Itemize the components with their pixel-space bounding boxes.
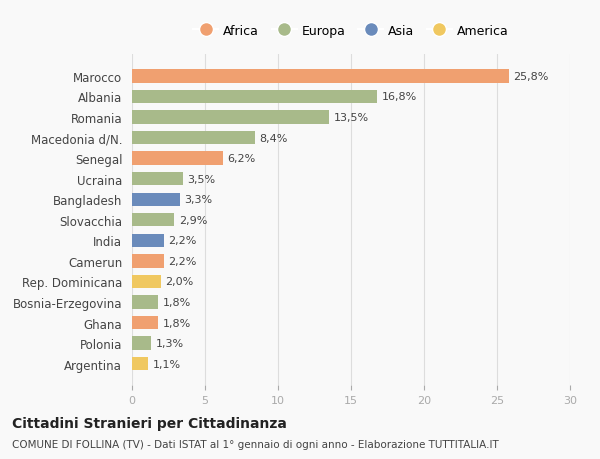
Bar [132, 90, 377, 104]
Text: 2,2%: 2,2% [169, 236, 197, 246]
Text: 2,0%: 2,0% [166, 277, 194, 287]
Text: 6,2%: 6,2% [227, 154, 255, 164]
Text: 2,9%: 2,9% [179, 215, 207, 225]
Bar [132, 193, 180, 207]
Bar [132, 70, 509, 84]
Text: 1,1%: 1,1% [152, 359, 181, 369]
Text: 16,8%: 16,8% [382, 92, 417, 102]
Text: 13,5%: 13,5% [334, 113, 368, 123]
Bar [132, 213, 175, 227]
Bar [132, 337, 151, 350]
Text: Cittadini Stranieri per Cittadinanza: Cittadini Stranieri per Cittadinanza [12, 416, 287, 430]
Text: 1,8%: 1,8% [163, 297, 191, 308]
Legend: Africa, Europa, Asia, America: Africa, Europa, Asia, America [187, 18, 515, 44]
Text: 3,3%: 3,3% [185, 195, 212, 205]
Bar [132, 111, 329, 124]
Bar [132, 296, 158, 309]
Bar [132, 234, 164, 247]
Bar [132, 255, 164, 268]
Bar [132, 132, 254, 145]
Text: 1,8%: 1,8% [163, 318, 191, 328]
Text: 25,8%: 25,8% [513, 72, 548, 82]
Bar [132, 173, 183, 186]
Text: 2,2%: 2,2% [169, 256, 197, 266]
Text: COMUNE DI FOLLINA (TV) - Dati ISTAT al 1° gennaio di ogni anno - Elaborazione TU: COMUNE DI FOLLINA (TV) - Dati ISTAT al 1… [12, 440, 499, 449]
Bar [132, 316, 158, 330]
Bar [132, 152, 223, 165]
Text: 3,5%: 3,5% [187, 174, 215, 185]
Bar [132, 275, 161, 289]
Bar [132, 357, 148, 370]
Text: 1,3%: 1,3% [155, 338, 184, 348]
Text: 8,4%: 8,4% [259, 133, 287, 143]
